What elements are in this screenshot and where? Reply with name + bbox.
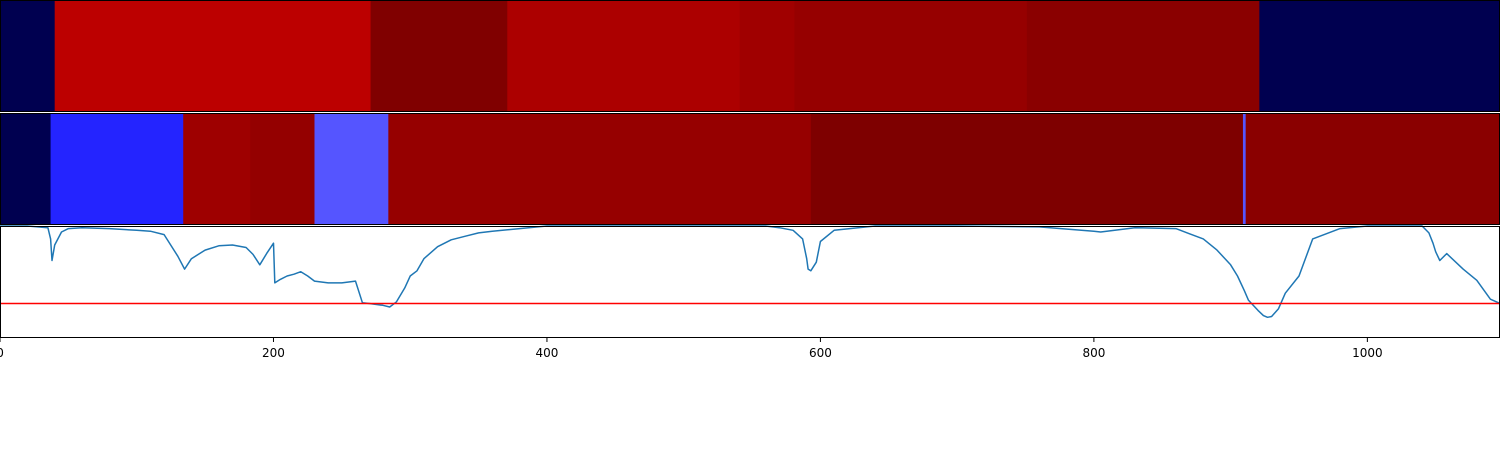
heatmap-cell-1-5: [739, 0, 796, 112]
heatmap-cell-2-2: [50, 113, 184, 225]
heatmap-cell-2-7: [810, 113, 1244, 225]
heatmap-cell-2-3: [183, 113, 251, 225]
heatmap-cell-1-1: [0, 0, 56, 112]
line-panel-frame: [0, 226, 1500, 338]
x-axis: 0 200 400 600 800 1000: [0, 338, 1383, 360]
heatmap-cell-2-9: [1245, 113, 1500, 225]
heatmap-panel-bottom: [0, 113, 1500, 225]
x-tick-label-800: 800: [1082, 346, 1105, 360]
heatmap-cell-1-3: [370, 0, 508, 112]
heatmap-cell-2-1: [0, 113, 52, 225]
heatmap-cell-1-7: [1026, 0, 1260, 112]
heatmap-cell-2-5: [314, 113, 389, 225]
heatmap-cell-1-4: [507, 0, 741, 112]
line-panel: [0, 225, 1500, 338]
heatmap-cell-2-6: [388, 113, 812, 225]
heatmap-cell-2-8: [1242, 113, 1247, 225]
x-tick-label-0: 0: [0, 346, 4, 360]
heatmap-panel-top: [0, 0, 1500, 112]
x-tick-label-600: 600: [809, 346, 832, 360]
heatmap-cell-1-6: [794, 0, 1028, 112]
x-tick-label-400: 400: [535, 346, 558, 360]
series-line-1: [0, 225, 1500, 319]
heatmap-cell-1-2: [54, 0, 372, 112]
heatmap-cell-2-4: [250, 113, 316, 225]
x-tick-label-200: 200: [262, 346, 285, 360]
x-tick-label-1000: 1000: [1352, 346, 1383, 360]
heatmap-cell-1-8: [1259, 0, 1500, 112]
